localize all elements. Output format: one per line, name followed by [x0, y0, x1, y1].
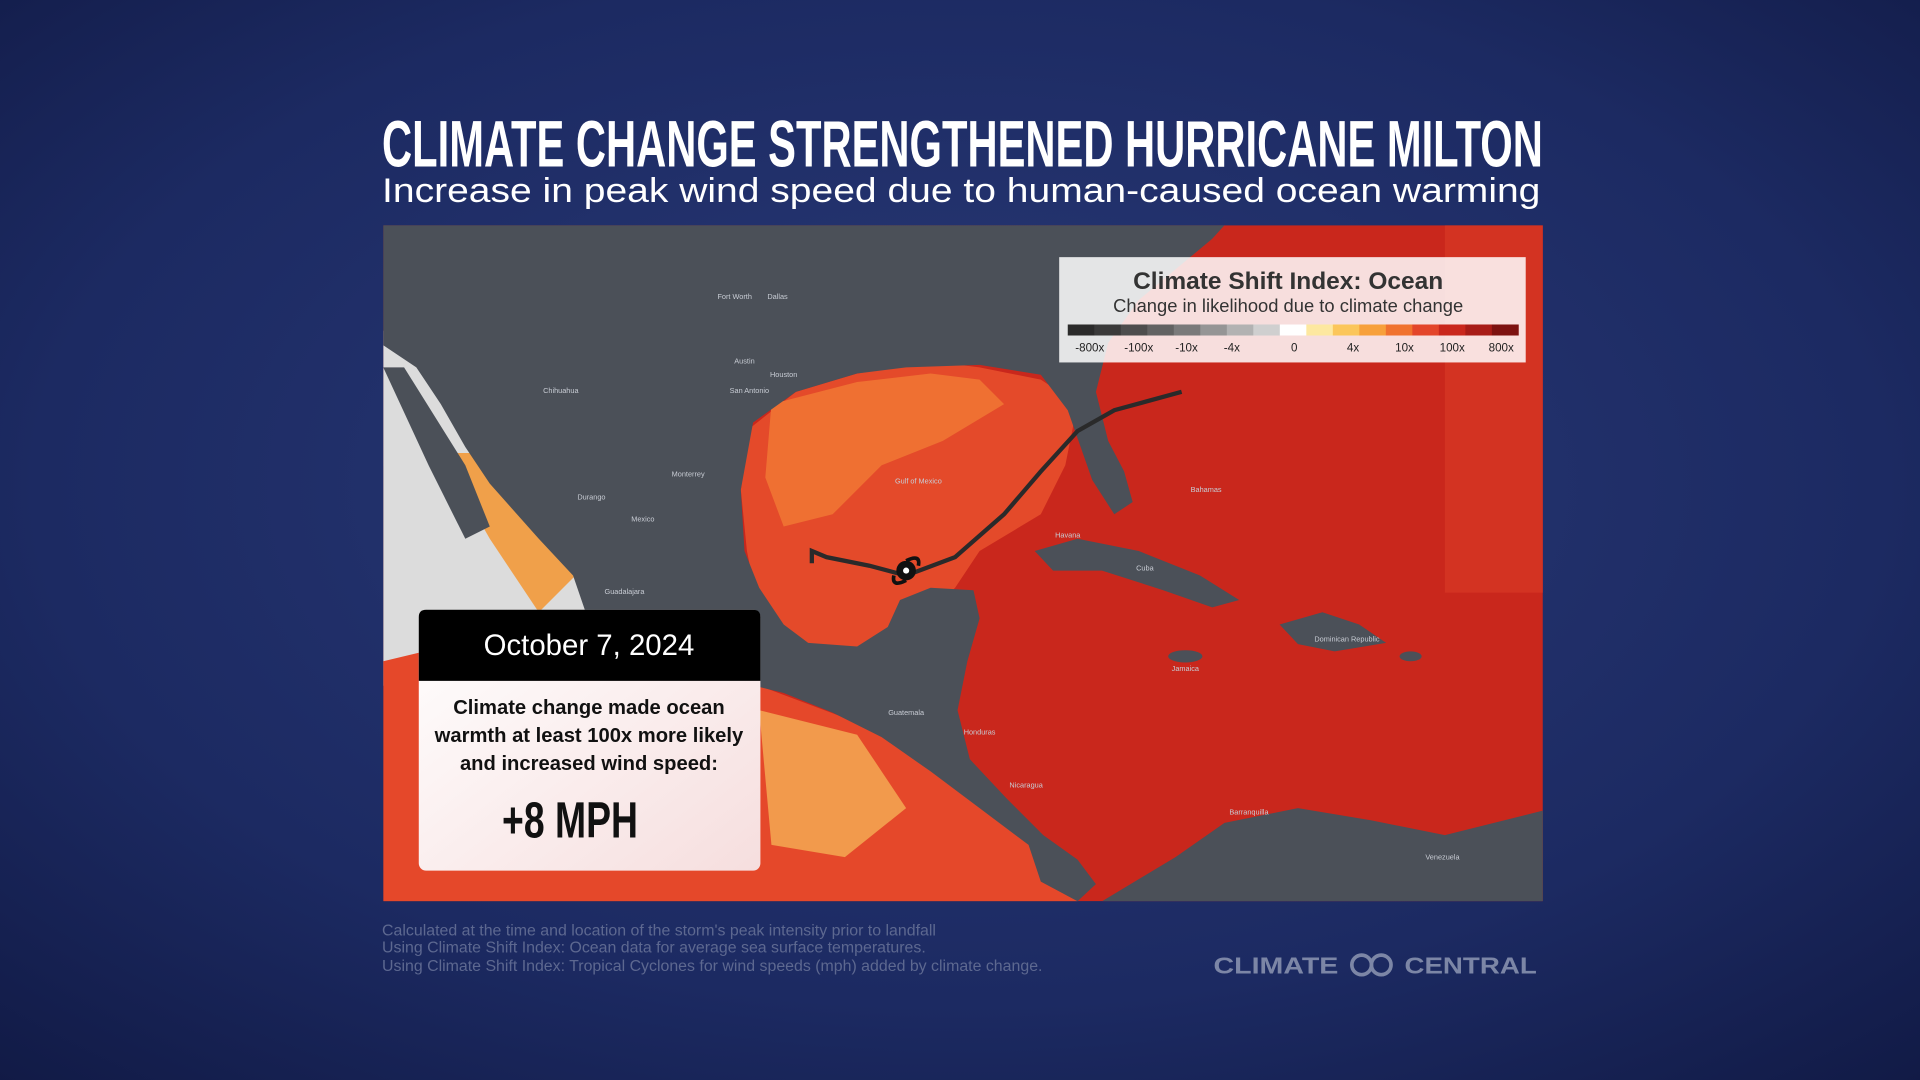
legend-label: 800x — [1489, 341, 1514, 354]
legend-swatch — [1359, 324, 1387, 336]
map-label: Fort Worth — [717, 292, 751, 301]
map-label: Venezuela — [1425, 853, 1460, 862]
logo-icon — [1369, 953, 1393, 977]
map-label: San Antonio — [730, 386, 770, 395]
map-label: Havana — [1055, 531, 1081, 540]
logo-word: CENTRAL — [1404, 952, 1536, 978]
land-jamaica — [1168, 650, 1203, 663]
logo: CLIMATE CENTRAL — [1213, 952, 1536, 978]
callout-text: Climate change made ocean — [453, 697, 725, 719]
legend-swatch — [1279, 324, 1307, 336]
map-label: Bahamas — [1191, 485, 1222, 494]
legend-label: -100x — [1124, 341, 1153, 354]
legend-label: 10x — [1395, 341, 1414, 354]
legend-swatch — [1332, 324, 1360, 336]
storm-track — [809, 389, 1183, 578]
legend-swatch — [1306, 324, 1334, 336]
land-north-america — [383, 225, 1225, 902]
legend-label: 4x — [1347, 341, 1359, 354]
land-south-america — [1102, 808, 1543, 902]
map-label: Gulf of Mexico — [895, 477, 942, 486]
land-baja — [383, 367, 490, 539]
callout-date: October 7, 2024 — [484, 629, 695, 662]
map-label: Austin — [734, 357, 754, 366]
map-label: Jamaica — [1172, 664, 1200, 673]
map-label: Nicaragua — [1009, 780, 1043, 789]
legend-labels: -800x -100x -10x -4x 0 4x 10x 100x 800x — [1075, 341, 1514, 354]
legend-swatch — [1438, 324, 1466, 336]
logo-word: CLIMATE — [1213, 952, 1338, 978]
pacific-warm — [759, 710, 907, 858]
map-label: Barranquilla — [1229, 807, 1269, 816]
map-label: Guatemala — [888, 708, 925, 717]
footnote: Calculated at the time and location of t… — [382, 923, 936, 940]
footnote: Using Climate Shift Index: Ocean data fo… — [382, 940, 926, 957]
legend-label: -4x — [1224, 341, 1240, 354]
legend-swatch — [1491, 324, 1519, 336]
legend-label: -800x — [1075, 341, 1104, 354]
map-label: Monterrey — [672, 469, 705, 478]
legend-swatch — [1385, 324, 1413, 336]
map-label: Dominican Republic — [1314, 635, 1380, 644]
callout-text: and increased wind speed: — [460, 753, 718, 775]
legend-swatch — [1094, 324, 1122, 336]
legend-swatch — [1465, 324, 1493, 336]
map-label: Chihuahua — [543, 386, 579, 395]
hurricane-icon — [891, 556, 921, 585]
land-cuba — [1034, 538, 1240, 608]
legend-swatch — [1412, 324, 1440, 336]
callout-header — [418, 609, 761, 681]
legend-label: -10x — [1175, 341, 1198, 354]
subtitle: Increase in peak wind speed due to human… — [382, 172, 1540, 210]
map-label: Guadalajara — [605, 587, 646, 596]
legend-swatch — [1147, 324, 1175, 336]
map-label: Mexico — [631, 515, 654, 524]
legend-swatch — [1067, 324, 1095, 336]
map-label: Honduras — [964, 728, 996, 737]
legend-swatch — [1173, 324, 1201, 336]
legend-box — [1059, 257, 1526, 363]
map-label: Durango — [577, 493, 605, 502]
legend-swatch — [1200, 324, 1228, 336]
callout-value: +8 MPH — [502, 791, 638, 849]
map-label: Houston — [770, 370, 797, 379]
legend: Climate Shift Index: Ocean Change in lik… — [1059, 257, 1526, 363]
gulf-warm — [765, 373, 1005, 527]
map-label: Dallas — [767, 292, 788, 301]
land-puerto-rico — [1399, 651, 1422, 662]
callout-text: warmth at least 100x more likely — [434, 725, 744, 747]
legend-label: 0 — [1291, 341, 1298, 354]
title: CLIMATE CHANGE STRENGTHENED HURRICANE MI… — [382, 108, 1543, 182]
footnote: Using Climate Shift Index: Tropical Cycl… — [382, 958, 1042, 975]
legend-subtitle: Change in likelihood due to climate chan… — [1113, 295, 1463, 316]
map-label: Cuba — [1136, 564, 1154, 573]
legend-swatch — [1253, 324, 1281, 336]
legend-scale — [1067, 324, 1519, 336]
legend-title: Climate Shift Index: Ocean — [1133, 268, 1443, 295]
legend-label: 100x — [1440, 341, 1465, 354]
callout: October 7, 2024 Climate change made ocea… — [418, 609, 761, 871]
legend-swatch — [1226, 324, 1254, 336]
land-hispaniola — [1279, 612, 1387, 652]
legend-swatch — [1120, 324, 1148, 336]
